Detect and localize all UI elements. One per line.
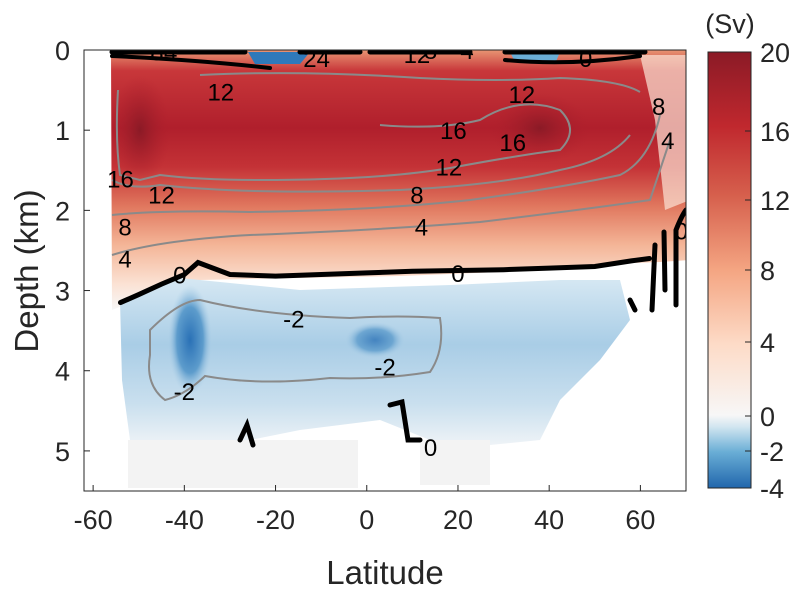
colorbar-tick-label: 0 xyxy=(760,402,775,432)
contour-label: 12 xyxy=(508,82,535,109)
surface-blue-patch xyxy=(248,52,310,64)
contour-label: 16 xyxy=(499,130,526,157)
upper-cell-fringe-north xyxy=(640,55,686,210)
colorbar-tick-label: 8 xyxy=(760,256,775,286)
colorbar-label: (Sv) xyxy=(705,9,755,39)
contour-16 xyxy=(115,89,571,182)
colorbar-tick-label: 20 xyxy=(760,38,790,68)
contour-label: 0 xyxy=(675,218,688,245)
y-axis-label: Depth (km) xyxy=(8,189,45,352)
contour-label: 24 xyxy=(303,46,330,73)
x-tick-label: -40 xyxy=(165,505,204,535)
colorbar-ticks: 20 16 12 8 4 0 -2 -4 xyxy=(745,38,790,504)
colorbar-bar xyxy=(707,51,752,489)
contour-label: 8 xyxy=(150,40,163,67)
zero-contour-north xyxy=(649,207,686,313)
zero-contour-deep-1 xyxy=(237,417,256,448)
contour-label: 8 xyxy=(424,38,437,65)
contour-label: 12 xyxy=(207,80,234,107)
contour-label: 0 xyxy=(579,46,592,73)
x-tick-label: 60 xyxy=(625,505,655,535)
contour-label: 0 xyxy=(424,435,437,462)
contour-label: 12 xyxy=(404,42,431,69)
thin-contours xyxy=(111,72,671,402)
contour-8 xyxy=(111,114,661,216)
x-tick-label: -20 xyxy=(256,505,295,535)
y-axis: 0 1 2 3 4 5 xyxy=(55,36,90,467)
y-tick-label: 1 xyxy=(55,116,70,146)
zero-contour-deep-2 xyxy=(387,398,423,443)
contour-label: 12 xyxy=(148,182,175,209)
y-tick-label: 5 xyxy=(55,437,70,467)
contour-12-top xyxy=(199,72,641,93)
x-tick-label: -60 xyxy=(74,505,113,535)
contour-4 xyxy=(111,139,671,256)
colorbar-tick-label: 4 xyxy=(760,328,775,358)
abyssal-cell-fill xyxy=(120,278,630,445)
x-tick-label: 40 xyxy=(534,505,564,535)
contour-label: -2 xyxy=(174,379,195,406)
contour-label: 12 xyxy=(435,154,462,181)
colorbar-tick-label: 12 xyxy=(760,186,790,216)
x-tick-label: 0 xyxy=(359,505,374,535)
y-tick-label: 4 xyxy=(55,357,70,387)
abyssal-core-2 xyxy=(345,322,405,358)
contour-label: 4 xyxy=(460,38,473,65)
contour-label: 16 xyxy=(107,166,134,193)
zero-contour-deep-3 xyxy=(627,297,638,313)
x-axis: -60 -40 -20 0 20 40 60 xyxy=(74,485,655,535)
colorbar-tick-label: -2 xyxy=(760,437,784,467)
x-tick-label: 20 xyxy=(443,505,473,535)
contour-label: 8 xyxy=(118,214,131,241)
contour-label: 8 xyxy=(410,182,423,209)
contour-label: 8 xyxy=(652,94,665,121)
plot-frame xyxy=(83,49,687,492)
colorbar: (Sv) 20 16 12 8 4 0 -2 -4 xyxy=(705,9,790,504)
abyssal-core xyxy=(168,285,212,395)
contour-label: 4 xyxy=(164,40,177,67)
y-tick-label: 3 xyxy=(55,277,70,307)
contour-label: 16 xyxy=(440,118,467,145)
x-axis-label: Latitude xyxy=(326,554,443,591)
contour-label: 4 xyxy=(415,214,428,241)
y-tick-label: 2 xyxy=(55,196,70,226)
contour-label: 0 xyxy=(451,261,464,288)
deep-white-patch-2 xyxy=(420,440,490,485)
colorbar-tick-label: 16 xyxy=(760,117,790,147)
contour-neg2 xyxy=(148,298,443,402)
contour-label: -2 xyxy=(374,355,395,382)
contour-label: -2 xyxy=(283,307,304,334)
zero-contour-surface-2 xyxy=(110,54,642,70)
contour-label: 0 xyxy=(173,263,186,290)
y-tick-label: 0 xyxy=(55,36,70,66)
contour-label: 4 xyxy=(118,246,131,273)
deep-white-patch xyxy=(128,440,358,488)
zero-contour-main xyxy=(117,255,653,306)
colorbar-tick-label: -4 xyxy=(760,474,784,504)
upper-cell-core-south xyxy=(110,75,170,185)
contour-label: 4 xyxy=(661,128,674,155)
contour-12 xyxy=(111,134,631,193)
zero-contours xyxy=(109,50,686,448)
